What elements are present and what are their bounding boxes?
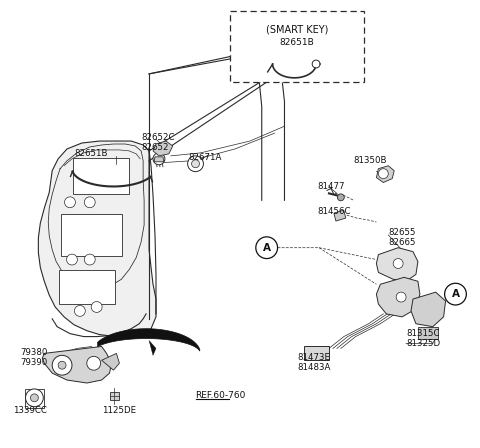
Text: A: A <box>263 243 271 253</box>
Text: 79380: 79380 <box>21 349 48 358</box>
Polygon shape <box>149 340 156 355</box>
Polygon shape <box>38 141 156 336</box>
Text: 1125DE: 1125DE <box>102 406 136 415</box>
Circle shape <box>153 153 165 165</box>
Text: 82651B: 82651B <box>74 149 108 158</box>
Polygon shape <box>376 277 420 317</box>
Text: REF.60-760: REF.60-760 <box>195 391 246 400</box>
FancyBboxPatch shape <box>61 214 122 256</box>
Circle shape <box>378 169 388 179</box>
Text: 81483A: 81483A <box>297 363 331 372</box>
Circle shape <box>67 254 77 265</box>
Text: 82652C: 82652C <box>141 133 175 142</box>
Circle shape <box>396 292 406 302</box>
Polygon shape <box>376 166 394 182</box>
Text: 79390: 79390 <box>21 358 48 367</box>
Polygon shape <box>411 292 445 327</box>
Circle shape <box>188 156 204 172</box>
Text: (SMART KEY): (SMART KEY) <box>265 25 328 34</box>
Circle shape <box>64 197 75 208</box>
Circle shape <box>337 194 344 201</box>
Circle shape <box>393 258 403 268</box>
Polygon shape <box>334 210 346 221</box>
Text: 81350B: 81350B <box>354 156 387 165</box>
Circle shape <box>30 394 38 402</box>
Circle shape <box>256 237 277 258</box>
FancyBboxPatch shape <box>59 271 116 304</box>
Text: 82651B: 82651B <box>279 39 314 47</box>
Text: 81315C: 81315C <box>406 329 440 338</box>
Text: 82665: 82665 <box>388 238 416 247</box>
Circle shape <box>84 197 95 208</box>
Polygon shape <box>102 353 120 370</box>
Circle shape <box>87 356 101 370</box>
Polygon shape <box>153 141 173 156</box>
Polygon shape <box>154 157 164 162</box>
Text: 1339CC: 1339CC <box>12 406 47 415</box>
Circle shape <box>58 361 66 369</box>
Circle shape <box>52 355 72 375</box>
Polygon shape <box>109 392 120 400</box>
Text: 82671A: 82671A <box>189 153 222 162</box>
Polygon shape <box>418 327 438 339</box>
Circle shape <box>91 302 102 312</box>
Circle shape <box>84 254 95 265</box>
Text: A: A <box>452 289 459 299</box>
Circle shape <box>25 389 43 407</box>
Text: 81477: 81477 <box>317 181 345 190</box>
Circle shape <box>192 160 200 168</box>
Polygon shape <box>97 329 200 351</box>
Polygon shape <box>304 346 329 360</box>
Polygon shape <box>376 248 418 281</box>
FancyBboxPatch shape <box>230 11 363 82</box>
Text: 82652: 82652 <box>141 143 168 152</box>
FancyBboxPatch shape <box>73 158 129 194</box>
Text: 81456C: 81456C <box>317 207 350 216</box>
Circle shape <box>74 306 85 316</box>
Text: 81473E: 81473E <box>297 353 330 362</box>
Polygon shape <box>42 346 111 383</box>
Text: 81325D: 81325D <box>406 339 440 348</box>
Text: 82655: 82655 <box>388 228 416 237</box>
Circle shape <box>444 283 467 305</box>
